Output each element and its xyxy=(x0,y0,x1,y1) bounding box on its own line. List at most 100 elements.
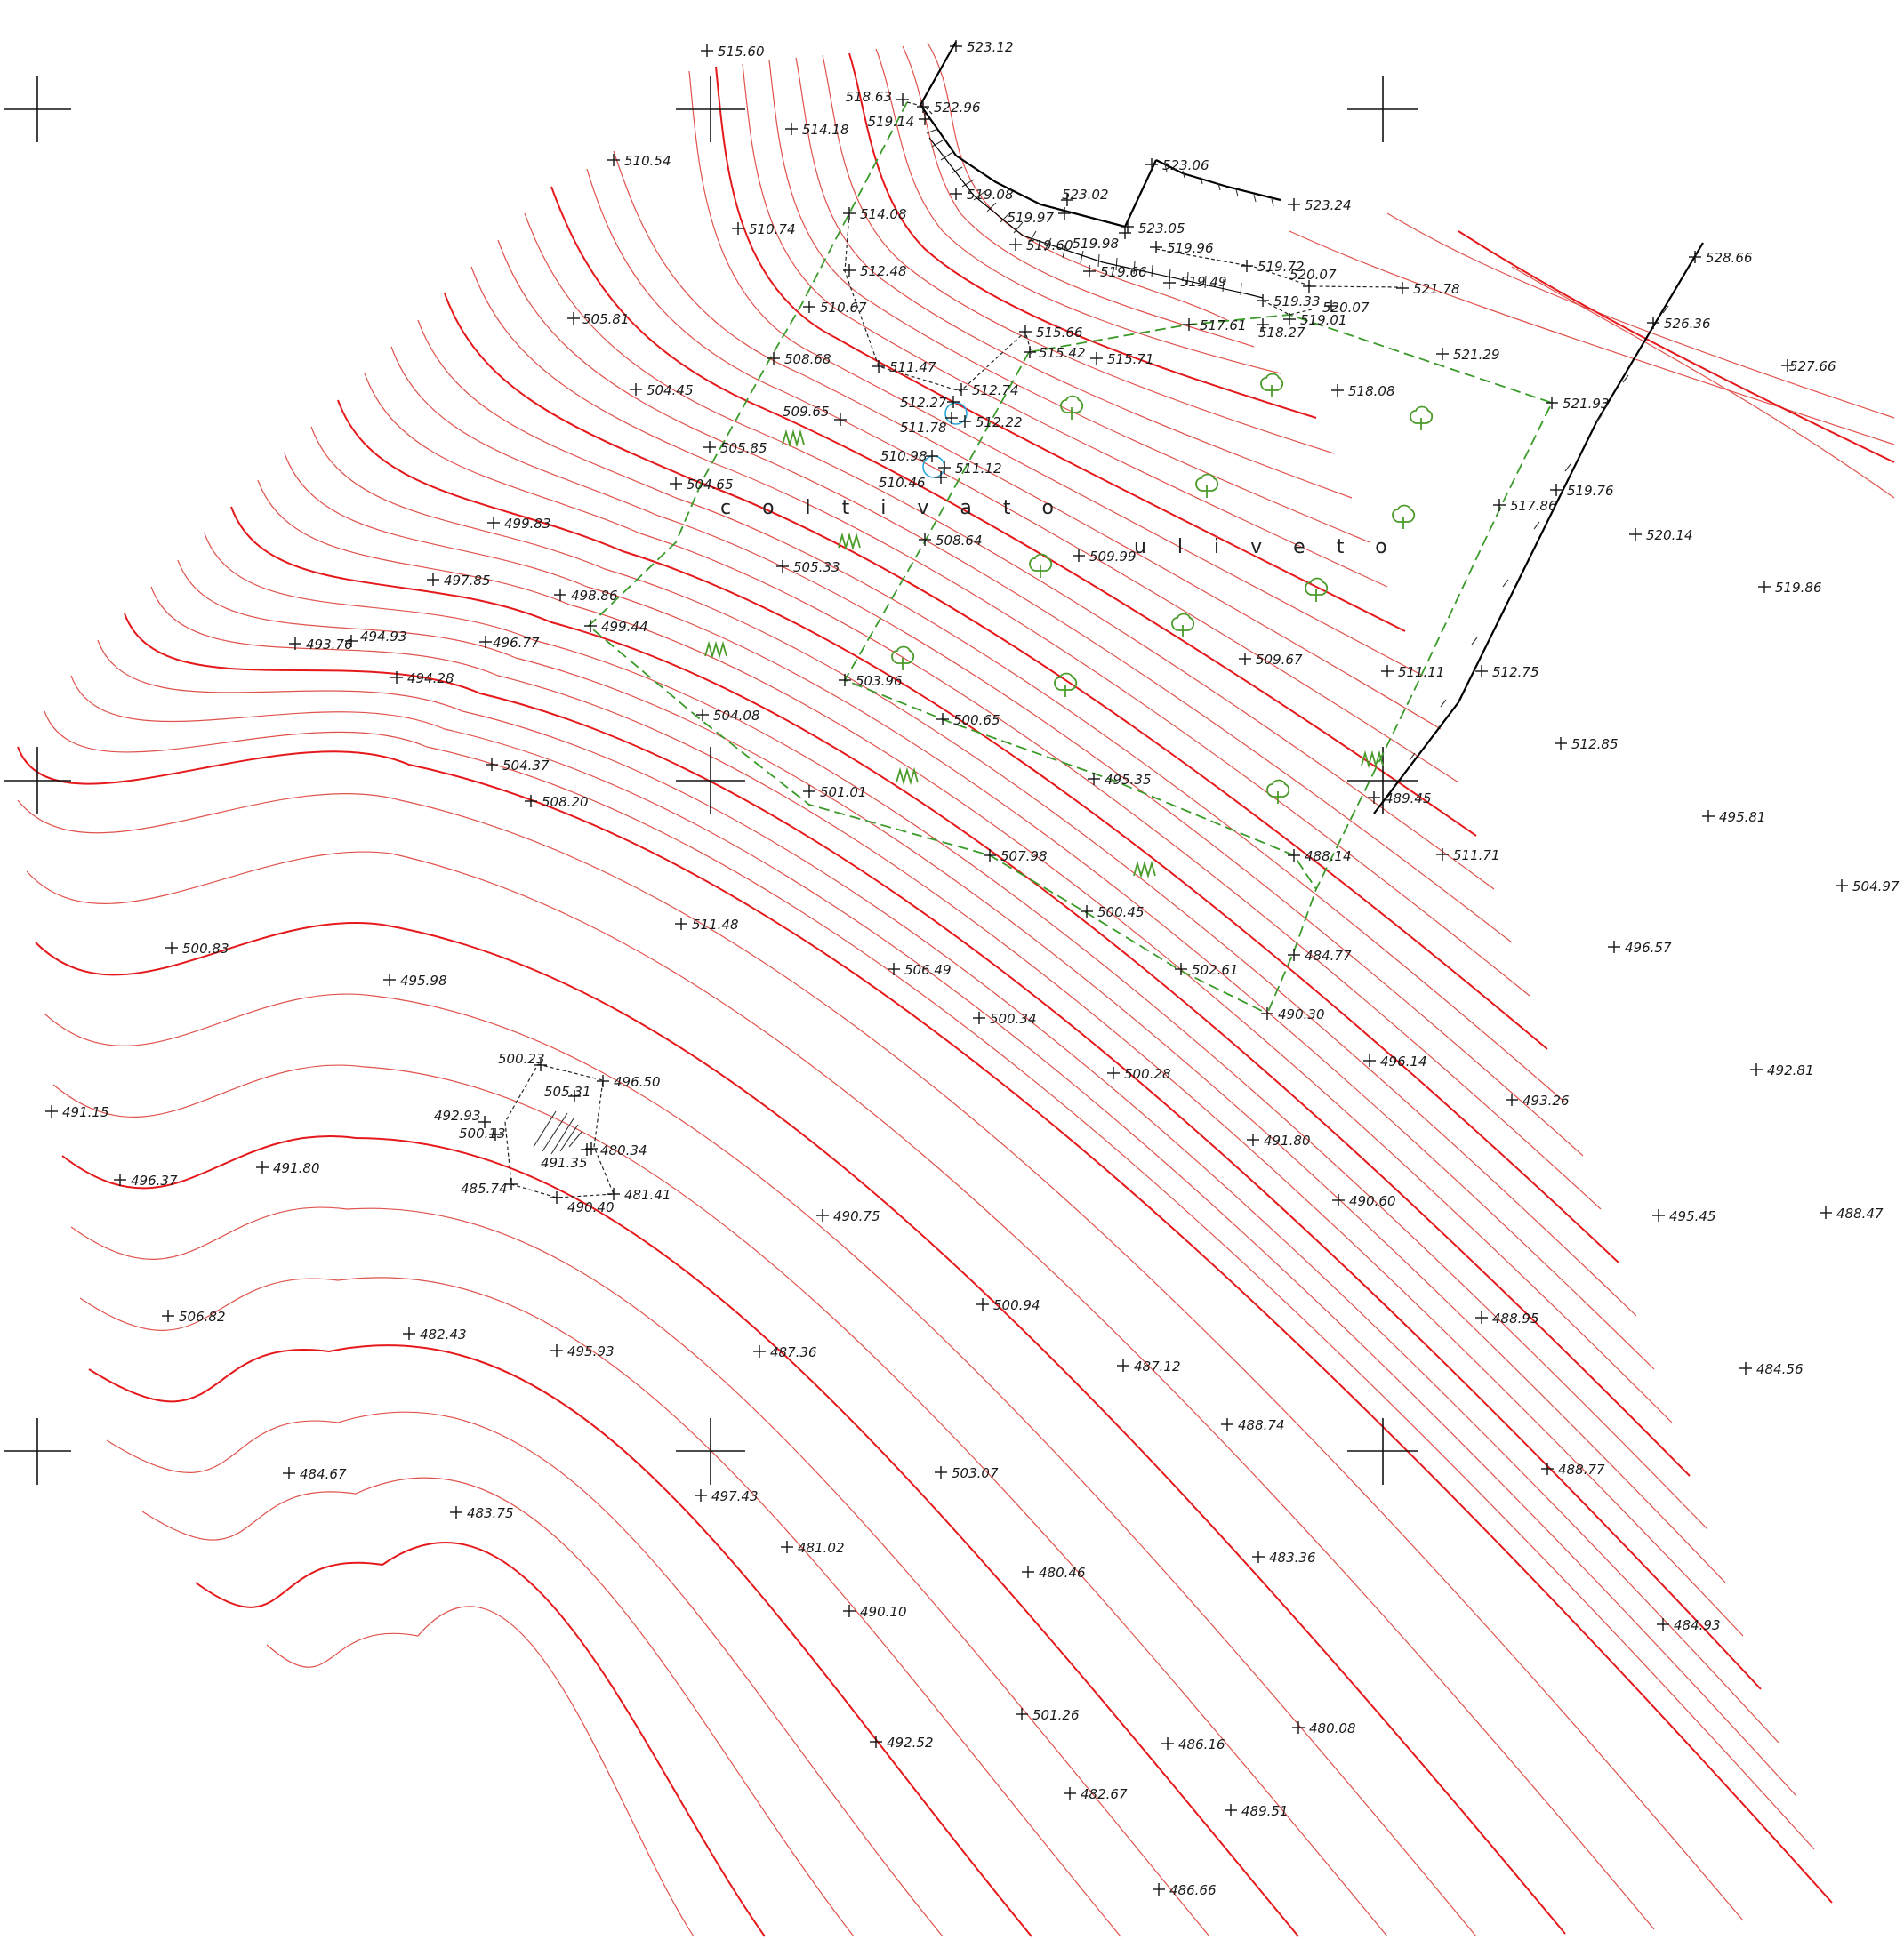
elevation-point-cross xyxy=(1325,300,1338,312)
spot-height-label: 494.93 xyxy=(360,629,407,645)
elevation-point-cross xyxy=(1163,277,1176,289)
area-label-coltivato: c o l t i v a t o xyxy=(720,497,1066,519)
elevation-point-cross xyxy=(568,1090,581,1102)
elevation-point-cross xyxy=(803,785,815,798)
spot-height-label: 519.86 xyxy=(1775,580,1822,596)
elevation-point-cross xyxy=(1647,317,1659,329)
spot-height-label: 512.75 xyxy=(1492,664,1539,680)
elevation-point-cross xyxy=(945,412,958,424)
olive-tree-icon xyxy=(1392,504,1416,529)
spot-height-label: 518.27 xyxy=(1258,325,1305,341)
olive-tree-icon xyxy=(1029,553,1053,578)
elevation-point-cross xyxy=(450,1506,462,1519)
elevation-point-cross xyxy=(1781,359,1794,372)
olive-tree-icon xyxy=(1054,672,1078,697)
elevation-point-cross xyxy=(753,1345,766,1358)
spot-height-label: 519.49 xyxy=(1180,274,1227,290)
elevation-point-cross xyxy=(525,795,537,807)
elevation-point-cross xyxy=(1657,1618,1669,1631)
cultivated-field-icon xyxy=(782,429,805,448)
spot-height-label: 510.54 xyxy=(624,153,671,169)
elevation-point-cross xyxy=(1153,1883,1165,1896)
elevation-point-cross xyxy=(1009,238,1022,251)
olive-tree-icon xyxy=(1260,373,1284,397)
elevation-point-cross xyxy=(1555,737,1567,750)
spot-height-label: 509.65 xyxy=(783,404,830,420)
fence-tick xyxy=(1533,521,1540,530)
elevation-point-cross xyxy=(403,1327,415,1340)
elevation-point-cross xyxy=(45,1105,58,1118)
spot-height-label: 493.26 xyxy=(1522,1093,1570,1109)
cultivated-field-icon xyxy=(1361,750,1384,769)
elevation-point-cross xyxy=(696,709,709,721)
spot-height-label: 501.01 xyxy=(820,784,867,800)
spot-height-label: 490.40 xyxy=(567,1199,615,1215)
spot-height-label: 505.81 xyxy=(582,311,630,327)
elevation-point-cross xyxy=(1550,484,1563,496)
spot-height-label: 512.22 xyxy=(976,414,1023,430)
spot-height-label: 521.78 xyxy=(1413,281,1460,297)
spot-height-label: 487.12 xyxy=(1134,1359,1181,1375)
spot-height-label: 519.98 xyxy=(1073,236,1120,252)
spot-height-label: 511.48 xyxy=(692,917,739,933)
elevation-point-cross xyxy=(1083,265,1096,277)
elevation-point-cross xyxy=(1608,941,1620,953)
fence-tick xyxy=(1662,305,1669,314)
spot-height-label: 523.05 xyxy=(1138,220,1185,236)
elevation-point-cross xyxy=(289,637,301,650)
spot-height-label: 515.66 xyxy=(1036,325,1083,341)
spot-height-label: 491.80 xyxy=(1264,1133,1311,1149)
spot-height-label: 504.45 xyxy=(647,382,694,398)
spot-height-label: 523.12 xyxy=(967,39,1014,55)
grid-cross-marker xyxy=(1347,76,1418,142)
spot-height-label: 488.95 xyxy=(1492,1311,1539,1327)
spot-height-label: 504.08 xyxy=(713,708,760,724)
spot-height-label: 491.80 xyxy=(273,1160,320,1176)
elevation-point-cross xyxy=(607,1188,620,1200)
spot-height-label: 512.48 xyxy=(860,263,907,279)
spot-height-label: 512.27 xyxy=(900,395,947,411)
spot-height-label: 492.81 xyxy=(1767,1062,1814,1078)
elevation-point-cross xyxy=(950,188,962,200)
spot-height-label: 495.35 xyxy=(1105,772,1152,788)
elevation-point-cross xyxy=(785,123,798,135)
elevation-point-cross xyxy=(926,450,938,462)
spot-height-label: 497.43 xyxy=(711,1488,759,1504)
spot-height-label: 515.42 xyxy=(1039,345,1086,361)
spot-height-label: 519.96 xyxy=(1167,240,1214,256)
elevation-point-cross xyxy=(919,113,931,125)
spot-height-label: 496.77 xyxy=(493,635,540,651)
spot-height-label: 480.08 xyxy=(1309,1720,1356,1736)
spot-height-label: 488.77 xyxy=(1558,1462,1605,1478)
elevation-point-cross xyxy=(1475,1311,1488,1324)
elevation-point-cross xyxy=(947,396,960,408)
spot-height-label: 510.67 xyxy=(820,300,867,316)
spot-height-label: 491.15 xyxy=(62,1104,109,1120)
spot-height-label: 481.41 xyxy=(624,1187,671,1203)
elevation-point-cross xyxy=(1758,581,1771,593)
spot-height-label: 511.11 xyxy=(1398,664,1445,680)
spot-height-label: 484.67 xyxy=(300,1466,347,1482)
spot-height-label: 497.85 xyxy=(444,573,491,589)
spot-height-label: 482.43 xyxy=(420,1327,467,1343)
olive-tree-icon xyxy=(1266,779,1290,804)
spot-height-label: 491.35 xyxy=(541,1155,588,1171)
spot-height-label: 505.33 xyxy=(793,559,840,575)
elevation-point-cross xyxy=(1019,325,1032,338)
elevation-point-cross xyxy=(489,1128,502,1141)
elevation-point-cross xyxy=(487,517,500,529)
spot-height-label: 511.71 xyxy=(1453,847,1500,863)
elevation-point-cross xyxy=(936,713,949,725)
spot-height-label: 485.74 xyxy=(461,1181,508,1197)
spot-height-label: 490.10 xyxy=(860,1604,907,1620)
spot-height-label: 484.77 xyxy=(1305,948,1352,964)
spot-height-label: 510.98 xyxy=(880,448,928,464)
spot-height-label: 521.93 xyxy=(1563,396,1610,412)
elevation-point-cross xyxy=(1331,384,1344,397)
elevation-point-cross xyxy=(1836,879,1848,892)
elevation-point-cross xyxy=(1261,1007,1273,1020)
spot-height-label: 482.67 xyxy=(1081,1786,1128,1802)
spot-height-label: 512.85 xyxy=(1571,736,1619,752)
elevation-point-cross xyxy=(1064,1787,1076,1800)
elevation-point-cross xyxy=(1283,313,1296,325)
